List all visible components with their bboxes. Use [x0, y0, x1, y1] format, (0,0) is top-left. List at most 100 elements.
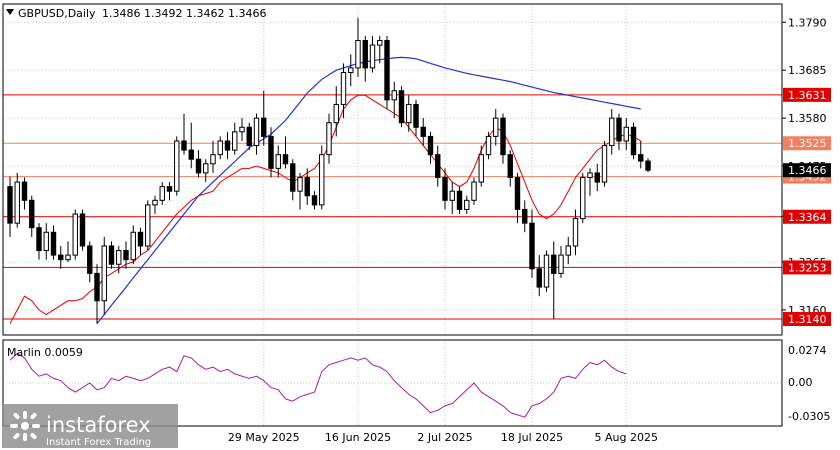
candle	[79, 209, 86, 251]
bearish-candle-body	[594, 172, 600, 183]
bearish-candle-body	[551, 254, 557, 274]
candle	[297, 172, 303, 210]
candle	[145, 200, 151, 251]
bullish-candle-body	[348, 67, 354, 73]
candle	[384, 35, 390, 110]
time-tick-label: 5 Aug 2025	[595, 431, 658, 444]
bullish-candle-body	[543, 254, 550, 288]
bearish-candle-body	[384, 40, 390, 101]
bearish-candle-body	[362, 40, 368, 69]
bearish-candle-body	[442, 176, 448, 201]
candle	[500, 113, 506, 164]
bullish-candle-body	[391, 90, 397, 101]
level-label: 1.3253	[788, 261, 827, 274]
level-label-box	[783, 312, 831, 327]
candle	[116, 245, 122, 274]
bullish-candle-body	[580, 176, 586, 220]
candle	[406, 95, 412, 132]
indicator-axis: 0.0274 0.00 -0.0305	[788, 344, 830, 423]
bearish-candle-body	[304, 176, 310, 197]
bearish-candle-body	[507, 154, 513, 178]
price-tick-label: 1.3790	[788, 16, 827, 29]
bullish-candle-body	[340, 71, 347, 105]
candle	[123, 241, 129, 269]
instaforex-logo-icon	[10, 411, 40, 441]
bullish-candle-body	[623, 126, 629, 142]
bearish-candle-body	[500, 117, 506, 156]
candle	[65, 241, 71, 262]
bullish-candle-body	[493, 117, 499, 137]
bearish-candle-body	[21, 181, 28, 201]
bearish-candle-body	[7, 186, 13, 224]
candle	[181, 113, 187, 155]
bullish-candle-body	[471, 181, 477, 201]
bearish-candle-body	[616, 117, 622, 142]
level-label: 1.3364	[788, 211, 827, 224]
bullish-candle-body	[72, 213, 78, 256]
bullish-candle-body	[485, 135, 492, 156]
bearish-candle-body	[108, 245, 115, 265]
bearish-candle-body	[58, 254, 64, 261]
candle	[58, 245, 64, 269]
candle	[493, 109, 499, 146]
candle	[580, 172, 586, 224]
candle	[94, 264, 100, 324]
candle	[485, 131, 492, 160]
level-label-box	[783, 209, 831, 224]
watermark-brand: instaforex	[46, 413, 151, 437]
candle	[210, 140, 216, 173]
candle	[195, 150, 202, 178]
candle	[616, 113, 622, 151]
bullish-candle-body	[333, 103, 339, 124]
candle	[72, 209, 78, 260]
time-tick-label: 2 Jul 2025	[417, 431, 472, 444]
bearish-candle-body	[123, 250, 129, 261]
bearish-candle-body	[166, 186, 173, 192]
candle	[7, 176, 13, 237]
indicator-panel[interactable]: Marlin 0.0059	[2, 339, 783, 427]
level-labels: 1.36311.35251.34521.33641.32531.31401.34…	[783, 87, 831, 327]
time-axis[interactable]: 29 May 2025 16 Jun 2025 2 Jul 2025 18 Jul 2…	[228, 431, 658, 444]
candle	[290, 159, 296, 201]
marlin-oscillator-line	[9, 352, 627, 418]
bearish-candle-body	[290, 163, 296, 192]
indicator-tick-label: -0.0305	[788, 410, 830, 423]
bullish-candle-body	[464, 199, 470, 210]
watermark-logo: instaforex Instant Forex Trading	[2, 404, 178, 448]
candle	[348, 54, 354, 87]
bullish-candle-body	[275, 154, 281, 169]
bearish-candle-body	[536, 268, 542, 288]
price-panel[interactable]	[2, 3, 783, 336]
candle	[543, 250, 550, 292]
fast-moving-average	[9, 94, 642, 324]
bearish-candle-body	[79, 213, 86, 247]
candle	[101, 236, 107, 315]
candle	[304, 168, 310, 205]
collapse-triangle-icon[interactable]	[6, 9, 14, 15]
bullish-candle-body	[601, 145, 608, 183]
candle	[224, 131, 231, 160]
bullish-candle-body	[130, 231, 136, 261]
bullish-candle-body	[587, 172, 593, 178]
candle	[623, 118, 629, 151]
bearish-candle-body	[224, 140, 231, 151]
candle	[529, 209, 535, 278]
candle	[478, 145, 484, 187]
candle	[174, 136, 180, 196]
candle	[398, 86, 405, 128]
candle	[246, 122, 252, 151]
time-tick-label: 18 Jul 2025	[501, 431, 563, 444]
bearish-candle-body	[94, 272, 100, 302]
bearish-candle-body	[195, 158, 202, 174]
level-label: 1.3525	[788, 137, 827, 150]
bullish-candle-body	[377, 40, 383, 46]
bearish-candle-body	[261, 117, 267, 137]
bullish-candle-body	[355, 40, 361, 69]
candle	[565, 236, 571, 265]
candle	[507, 150, 513, 187]
bullish-candle-body	[558, 254, 564, 274]
bullish-candle-body	[43, 231, 49, 252]
indicator-grid	[3, 340, 782, 426]
